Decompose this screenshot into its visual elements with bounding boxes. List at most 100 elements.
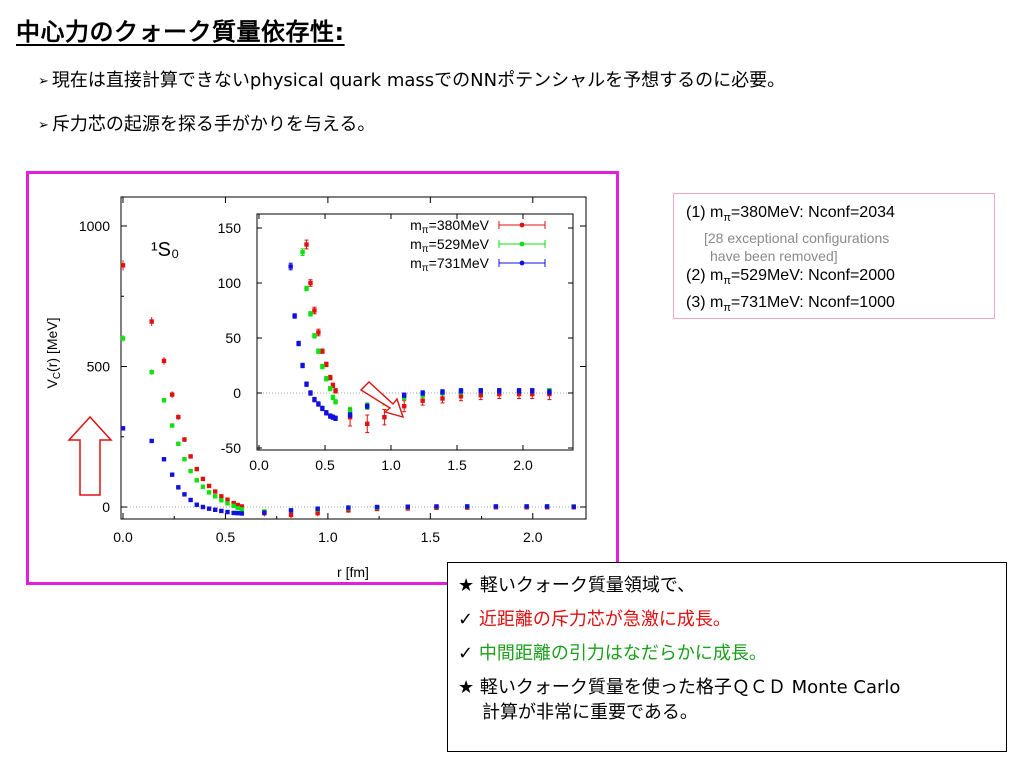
data-point xyxy=(571,504,576,509)
note-1: ★ 軽いクォーク質量領域で、 xyxy=(458,575,696,596)
data-point xyxy=(219,494,224,499)
inset-data-point xyxy=(333,388,338,393)
x-tick-label: 2.0 xyxy=(523,529,543,545)
inset-data-point xyxy=(420,390,425,396)
configuration-box: (1) mπ=380MeV: Nconf=2034 [28 exceptiona… xyxy=(673,193,995,319)
note-2: ✓ 近距離の斥力芯が急激に成長。 xyxy=(458,609,731,630)
inset-data-point xyxy=(347,408,353,413)
data-point xyxy=(176,414,181,420)
inset-data-point xyxy=(328,413,333,419)
data-point xyxy=(239,507,245,512)
inset-data-point xyxy=(308,311,313,316)
check-icon: ✓ xyxy=(458,643,474,664)
inset-data-point xyxy=(292,313,297,319)
y-tick-label: 1000 xyxy=(79,218,110,234)
legend-label: mπ=380MeV xyxy=(410,217,490,236)
data-point xyxy=(149,369,154,375)
inset-x-tick-label: 1.0 xyxy=(381,457,401,473)
inset-data-point xyxy=(308,280,313,286)
bullet-arrow-icon: ➢ xyxy=(38,74,49,89)
config-note-1: [28 exceptional configurations xyxy=(704,230,890,247)
inset-data-point xyxy=(365,421,370,426)
inset-data-point xyxy=(330,383,336,388)
data-point xyxy=(239,504,245,509)
inset-data-point xyxy=(458,388,464,393)
bullet-1-text: 現在は直接計算できないphysical quark massでのNNポテンシャル… xyxy=(51,70,786,91)
data-point xyxy=(239,511,245,516)
data-point xyxy=(219,508,224,514)
data-point xyxy=(161,457,167,462)
inset-data-point xyxy=(316,330,321,335)
data-point xyxy=(188,468,193,474)
inset-x-tick-label: 1.5 xyxy=(447,457,467,473)
y-tick-label: 0 xyxy=(102,499,110,515)
data-point xyxy=(200,484,206,489)
inset-data-point xyxy=(478,388,483,393)
potential-plot-frame: 0.0 0.5 1.0 1.5 2.0 0 500 1000 r [fm] VC(r) [Me… xyxy=(26,171,619,585)
x-tick-label: 1.5 xyxy=(421,529,441,545)
inset-data-point xyxy=(324,362,329,367)
data-point xyxy=(169,423,175,428)
legend-label: mπ=731MeV xyxy=(410,255,490,274)
data-point xyxy=(231,510,236,516)
inset-data-point xyxy=(296,341,301,346)
data-point xyxy=(315,510,320,516)
inset-data-point xyxy=(516,388,522,393)
inset-data-point xyxy=(328,386,333,391)
data-point xyxy=(176,441,181,446)
inset-y-tick-label: 150 xyxy=(218,220,242,236)
y-tick-label: 500 xyxy=(87,359,111,375)
data-point xyxy=(493,504,499,509)
data-point xyxy=(544,504,550,509)
inset-data-point xyxy=(382,415,387,420)
star-icon: ★ xyxy=(458,677,475,698)
x-axis-label: r [fm] xyxy=(337,564,369,580)
data-point xyxy=(161,358,167,364)
data-point xyxy=(374,504,380,510)
data-point xyxy=(235,510,240,516)
data-point xyxy=(288,512,294,518)
data-point xyxy=(225,501,230,506)
inset-data-point xyxy=(497,388,502,393)
x-tick-label: 0.0 xyxy=(113,529,133,545)
bullet-1: ➢ 現在は直接計算できないphysical quark massでのNNポテンシャ… xyxy=(38,66,785,92)
data-point xyxy=(194,466,199,472)
data-point xyxy=(188,454,193,459)
star-icon: ★ xyxy=(458,575,475,596)
inset-data-point xyxy=(312,333,317,338)
data-point xyxy=(434,504,439,509)
data-point xyxy=(405,504,410,509)
inset-data-point xyxy=(365,404,370,409)
inset-data-point xyxy=(402,404,407,409)
legend-marker xyxy=(519,222,525,228)
inset-data-point xyxy=(312,308,317,313)
x-tick-label: 1.0 xyxy=(318,529,338,545)
config-note-2: have been removed] xyxy=(710,248,838,265)
inset-data-point xyxy=(333,399,338,404)
data-point xyxy=(206,490,212,495)
inset-x-tick-label: 2.0 xyxy=(513,457,533,473)
check-icon: ✓ xyxy=(458,609,474,630)
inset-data-point xyxy=(320,406,325,411)
inset-data-point xyxy=(304,382,309,387)
legend-marker xyxy=(519,260,525,266)
inset-data-point xyxy=(304,242,309,247)
data-point xyxy=(288,508,294,513)
data-point xyxy=(188,497,193,503)
inset-data-point xyxy=(316,401,321,407)
data-point xyxy=(200,504,206,510)
inset-data-point xyxy=(320,349,325,354)
data-point xyxy=(206,506,212,511)
data-point xyxy=(213,489,218,494)
increase-arrow-icon xyxy=(67,415,113,496)
inset-data-point xyxy=(497,391,502,397)
inset-data-point xyxy=(328,375,333,380)
data-point xyxy=(194,502,199,507)
data-point xyxy=(346,505,351,510)
note-3: ✓ 中間距離の引力はなだらかに成長。 xyxy=(458,643,767,664)
inset-data-point xyxy=(288,264,293,269)
config-line-1: (1) mπ=380MeV: Nconf=2034 xyxy=(686,204,895,225)
inset-data-point xyxy=(420,398,425,403)
data-point xyxy=(120,263,126,268)
